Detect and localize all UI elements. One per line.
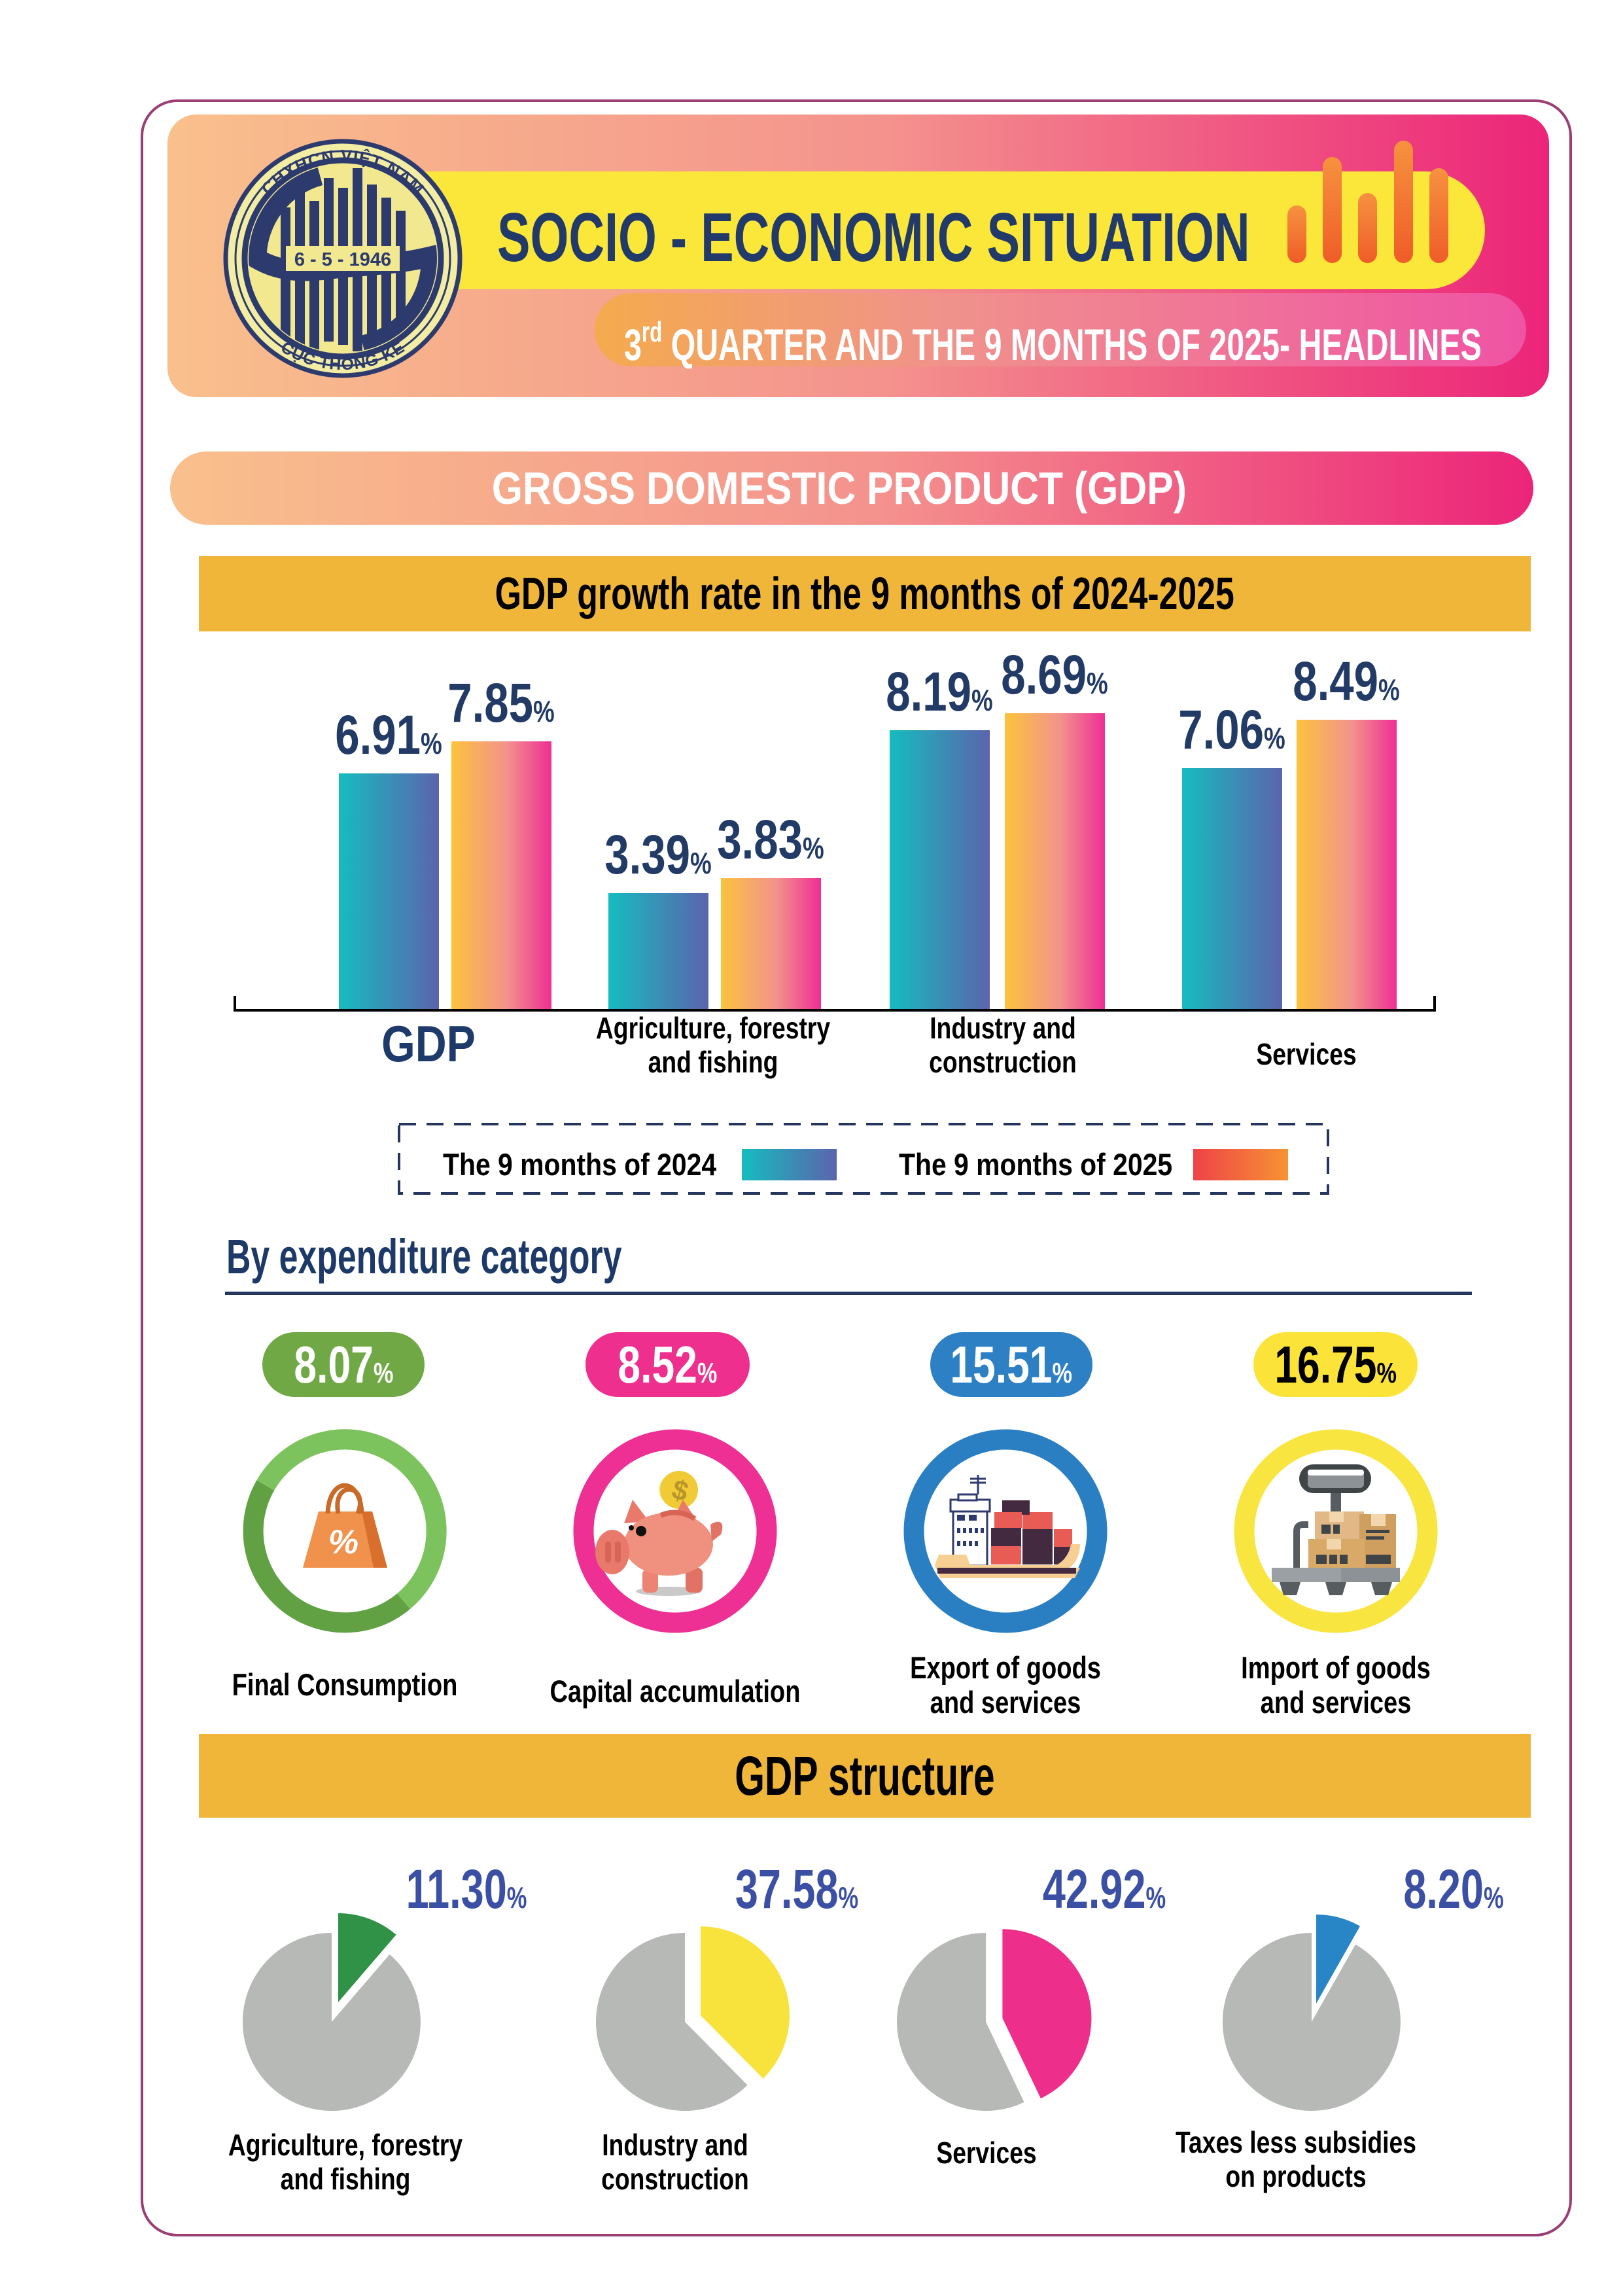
svg-text:%: %	[328, 1523, 358, 1561]
svg-text:6 - 5 - 1946: 6 - 5 - 1946	[294, 249, 391, 270]
